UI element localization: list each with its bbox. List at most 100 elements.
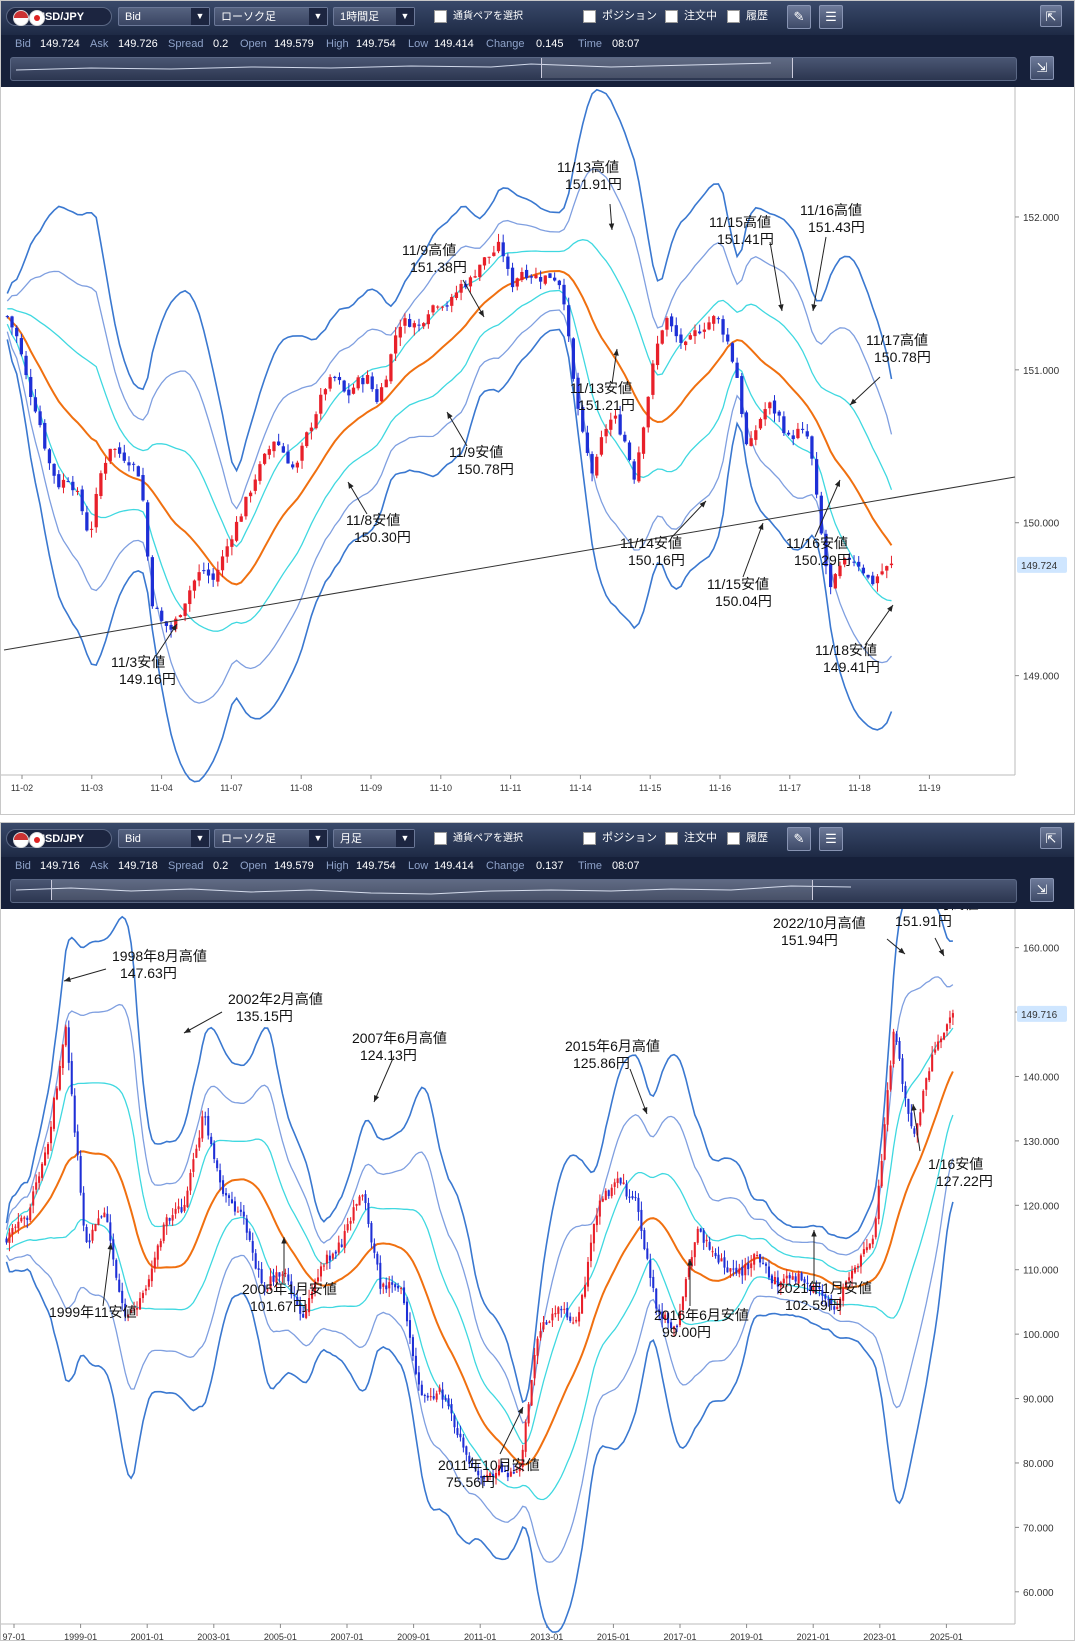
draw-tool-icon[interactable]: ✎ xyxy=(787,5,811,29)
candle-body xyxy=(300,445,304,461)
collapse-icon[interactable]: ⇱ xyxy=(1040,5,1062,27)
navigator-window-handle[interactable] xyxy=(51,880,813,900)
currency-pair-button[interactable]: USD/JPY xyxy=(6,829,112,848)
chart-kind-select[interactable]: ローソク足 ▼ xyxy=(214,829,328,848)
candle-body xyxy=(432,1396,435,1399)
candle-body xyxy=(836,1306,839,1310)
candle-body xyxy=(239,1209,242,1212)
expand-icon[interactable]: ⇲ xyxy=(1030,56,1054,80)
positions-checkbox[interactable] xyxy=(583,9,596,23)
positions-toggle[interactable]: ポジション xyxy=(583,829,663,848)
draw-tool-icon[interactable]: ✎ xyxy=(787,827,811,851)
candle-body xyxy=(108,448,112,461)
candle-body xyxy=(625,1183,628,1197)
currency-pair-button[interactable]: USD/JPY xyxy=(6,7,112,26)
pair-select-toggle[interactable]: 通貨ペアを選択 xyxy=(434,829,554,848)
candle-body xyxy=(468,1455,471,1464)
candle-body xyxy=(768,402,772,409)
candle-body xyxy=(880,571,884,575)
history-checkbox[interactable] xyxy=(727,831,740,845)
candle-body xyxy=(865,1247,868,1251)
candle-body xyxy=(426,1395,429,1398)
candle-body xyxy=(623,434,627,442)
candle-body xyxy=(165,1217,168,1227)
candle-body xyxy=(524,269,529,279)
pair-select-toggle[interactable]: 通貨ペアを選択 xyxy=(434,7,554,26)
hourly-candlestick-chart[interactable]: 149.000 150.000 151.000 152.000 11-02 11-03 11… xyxy=(0,87,1075,815)
candle-body xyxy=(76,1131,79,1156)
current-price-tag xyxy=(1017,556,1067,573)
pair-select-checkbox[interactable] xyxy=(434,831,447,845)
candle-body xyxy=(812,1285,815,1293)
candle-body xyxy=(394,1284,397,1288)
orders-checkbox[interactable] xyxy=(665,9,678,23)
candle-body xyxy=(693,330,697,337)
pair-select-checkbox[interactable] xyxy=(434,9,447,23)
moving-average-line xyxy=(5,1071,954,1466)
candle-body xyxy=(325,1254,328,1264)
candle-body xyxy=(738,1268,741,1274)
y-tick-label: 151.000 xyxy=(1023,366,1060,377)
candle-body xyxy=(35,1182,38,1190)
positions-checkbox[interactable] xyxy=(583,831,596,845)
annotation-arrowhead xyxy=(887,605,893,612)
candle-body xyxy=(714,1252,717,1257)
navigator-track[interactable] xyxy=(10,57,1017,81)
candle-body xyxy=(358,1196,361,1206)
candle-body xyxy=(744,412,749,445)
expand-icon[interactable]: ⇲ xyxy=(1030,878,1054,902)
candle-body xyxy=(342,380,346,392)
candle-body xyxy=(829,564,833,588)
candle-body xyxy=(206,569,211,576)
candle-body xyxy=(23,1217,26,1219)
settings-list-icon[interactable]: ☰ xyxy=(819,5,843,29)
candle-body xyxy=(646,396,650,428)
y-tick-label: 110.000 xyxy=(1023,1266,1059,1277)
annotation-label: 2023/11月高値 xyxy=(887,909,979,912)
candle-body xyxy=(219,1170,222,1183)
candle-body xyxy=(641,427,646,454)
positions-toggle[interactable]: ポジション xyxy=(583,7,663,26)
orders-checkbox[interactable] xyxy=(665,831,678,845)
annotation-label: 1999年11安値 xyxy=(49,1304,137,1320)
annotation-label: 11/16安値 xyxy=(786,535,848,551)
candle-body xyxy=(337,376,342,381)
candle-body xyxy=(233,1201,236,1212)
annotation-arrow xyxy=(183,1011,223,1034)
timeframe-select[interactable]: 月足 ▼ xyxy=(333,829,415,848)
annotation-arrowhead xyxy=(938,949,944,956)
collapse-icon[interactable]: ⇱ xyxy=(1040,827,1062,849)
candle-body xyxy=(118,1279,121,1292)
candle-body xyxy=(838,565,842,577)
candle-body xyxy=(20,1217,23,1222)
price-type-select[interactable]: Bid ▼ xyxy=(118,7,210,26)
price-type-select[interactable]: Bid ▼ xyxy=(118,829,210,848)
candle-body xyxy=(447,1398,450,1407)
candle-body xyxy=(510,267,515,288)
candle-body xyxy=(436,306,440,308)
history-checkbox[interactable] xyxy=(727,9,740,23)
settings-list-icon[interactable]: ☰ xyxy=(819,827,843,851)
chart-kind-select[interactable]: ローソク足 ▼ xyxy=(214,7,328,26)
candle-body xyxy=(213,1143,216,1160)
navigator-window-handle[interactable] xyxy=(541,58,793,78)
history-toggle[interactable]: 履歴 xyxy=(727,829,787,848)
candle-body xyxy=(136,466,140,477)
candle-body xyxy=(632,461,636,480)
history-toggle[interactable]: 履歴 xyxy=(727,7,787,26)
pair-select-label: 通貨ペアを選択 xyxy=(453,833,523,844)
timeframe-select[interactable]: 1時間足 ▼ xyxy=(333,7,415,26)
x-tick-label: 11-09 xyxy=(360,783,382,793)
orders-toggle[interactable]: 注文中 xyxy=(665,829,725,848)
current-price-tag xyxy=(1017,1005,1067,1022)
candle-body xyxy=(764,1263,768,1266)
monthly-candlestick-chart[interactable]: 60.000 70.000 80.000 90.000 100.000 110.000 12… xyxy=(0,909,1075,1641)
candle-body xyxy=(506,1472,509,1478)
navigator-track[interactable] xyxy=(10,879,1017,903)
candle-body xyxy=(225,546,229,557)
orders-toggle[interactable]: 注文中 xyxy=(665,7,725,26)
candle-body xyxy=(767,1266,771,1278)
candle-body xyxy=(848,1277,851,1281)
chart-toolbar: USD/JPY Bid ▼ ローソク足 ▼ 月足 ▼ 通貨ペアを選択 ポジション… xyxy=(0,822,1075,858)
orders-label: 注文中 xyxy=(684,832,717,844)
